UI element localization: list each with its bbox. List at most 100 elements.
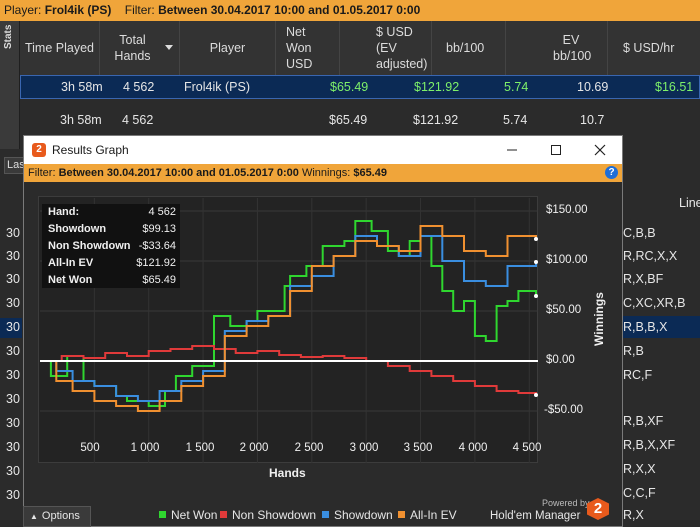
col-time-played-label: Time Played bbox=[24, 41, 94, 55]
window-titlebar[interactable]: 2 Results Graph bbox=[24, 136, 622, 164]
stat-value: $65.49 bbox=[142, 274, 176, 286]
series-end-point bbox=[534, 294, 538, 298]
y-tick-label: $100.00 bbox=[546, 254, 588, 266]
filter-label: Filter: bbox=[124, 3, 155, 17]
col-player[interactable]: Player bbox=[180, 21, 276, 75]
x-tick-label: 1 500 bbox=[185, 442, 215, 454]
graph-filter-value: Between 30.04.2017 10:00 and 01.05.2017 … bbox=[58, 167, 299, 179]
legend-swatch bbox=[398, 511, 405, 518]
legend-label: All-In EV bbox=[410, 508, 457, 522]
x-tick-label: 2 500 bbox=[294, 442, 324, 454]
legend-swatch bbox=[220, 511, 227, 518]
cell-net-won: $65.49 bbox=[330, 80, 369, 94]
col-time-played[interactable]: Time Played bbox=[20, 21, 100, 75]
help-icon[interactable]: ? bbox=[605, 166, 618, 179]
hand-row-num[interactable]: 30 bbox=[6, 226, 20, 240]
hand-row-num[interactable]: 30 bbox=[6, 392, 20, 406]
col-net-won[interactable]: Net Won USD bbox=[276, 21, 340, 75]
top-filter-bar: Player: Frol4ik (PS) Filter: Between 30.… bbox=[0, 0, 700, 21]
hand-row-num[interactable]: 30 bbox=[6, 272, 20, 286]
total-hands: 4 562 bbox=[122, 113, 154, 127]
legend-allin-ev[interactable]: All-In EV bbox=[398, 508, 457, 522]
x-tick-label: 3 000 bbox=[349, 442, 379, 454]
line-column-header[interactable]: Line bbox=[679, 196, 700, 210]
total-ev-adjusted: $121.92 bbox=[413, 113, 459, 127]
col-total-hands-label: Total Hands bbox=[114, 33, 151, 63]
hand-row-num[interactable]: 30 bbox=[6, 416, 20, 430]
line-cell: R,X,X bbox=[623, 462, 656, 476]
stat-label: Showdown bbox=[48, 223, 107, 235]
total-time: 3h 58m bbox=[60, 113, 102, 127]
table-row-selected[interactable]: 3h 58m 4 562 Frol4ik (PS) $65.49 $121.92… bbox=[20, 75, 700, 99]
x-tick-label: 4 500 bbox=[512, 442, 542, 454]
col-player-label: Player bbox=[209, 41, 246, 55]
stats-tab-label: Stats bbox=[3, 24, 14, 49]
stat-value: $99.13 bbox=[142, 223, 176, 235]
legend-swatch bbox=[159, 511, 166, 518]
winnings-label: Winnings: bbox=[301, 167, 351, 179]
hand-row-num[interactable]: 30 bbox=[6, 344, 20, 358]
stat-label: Non Showdown bbox=[48, 240, 131, 252]
legend-non-showdown[interactable]: Non Showdown bbox=[220, 508, 316, 522]
col-ev-bb100[interactable]: EV bb/100 bbox=[506, 21, 608, 75]
right-strip: Line C,B,B R,RC,X,X R,X,BF C,XC,XR,B R,B… bbox=[623, 150, 700, 527]
stat-hand: Hand: 4 562 bbox=[48, 204, 176, 221]
hand-row-num[interactable]: 30 bbox=[6, 440, 20, 454]
series-end-point bbox=[534, 393, 538, 397]
col-total-hands[interactable]: Total Hands bbox=[100, 21, 180, 75]
line-cell: C,C,F bbox=[623, 486, 656, 500]
col-usd-hr-label: $ USD/hr bbox=[623, 41, 675, 55]
line-cell: C,XC,XR,B bbox=[623, 296, 686, 310]
series-line-all-in-ev bbox=[40, 225, 537, 412]
close-button[interactable] bbox=[578, 136, 622, 164]
legend-label: Net Won bbox=[171, 508, 218, 522]
chevron-up-icon: ▲ bbox=[30, 512, 38, 521]
stat-allin-ev: All-In EV $121.92 bbox=[48, 255, 176, 272]
hand-row-num[interactable]: 30 bbox=[6, 464, 20, 478]
cell-usd-hr: $16.51 bbox=[655, 80, 694, 94]
col-ev-adjusted[interactable]: $ USD (EV adjusted) bbox=[340, 21, 432, 75]
y-tick-label: -$50.00 bbox=[544, 404, 584, 416]
results-chart bbox=[40, 198, 538, 463]
player-value: Frol4ik (PS) bbox=[44, 3, 112, 17]
y-axis-title: Winnings bbox=[592, 292, 606, 346]
results-graph-window: 2 Results Graph Filter: Between 30.04.20… bbox=[23, 135, 623, 527]
window-title: Results Graph bbox=[52, 143, 129, 157]
x-tick-label: 3 500 bbox=[403, 442, 433, 454]
maximize-icon bbox=[551, 145, 561, 155]
stats-side-tab[interactable]: Stats bbox=[0, 21, 20, 149]
hand-row-num[interactable]: 30 bbox=[6, 368, 20, 382]
col-bb100[interactable]: bb/100 bbox=[432, 21, 506, 75]
stat-net-won: Net Won $65.49 bbox=[48, 272, 176, 289]
total-net-won: $65.49 bbox=[329, 113, 368, 127]
legend-label: Non Showdown bbox=[232, 508, 317, 522]
legend-swatch bbox=[322, 511, 329, 518]
series-end-point bbox=[534, 237, 538, 241]
hand-row-num[interactable]: 30 bbox=[6, 296, 20, 310]
minimize-button[interactable] bbox=[490, 136, 534, 164]
line-cell: RC,F bbox=[623, 368, 653, 382]
hand-row-num[interactable]: 30 bbox=[6, 488, 20, 502]
cell-bb100: 5.74 bbox=[504, 80, 529, 94]
col-usd-hr[interactable]: $ USD/hr bbox=[608, 21, 700, 75]
x-axis-title: Hands bbox=[269, 466, 306, 480]
options-button[interactable]: ▲ Options bbox=[23, 506, 91, 527]
last-dropdown[interactable]: Las bbox=[4, 157, 24, 174]
line-cell: R,X bbox=[623, 508, 644, 522]
graph-filter-label: Filter: bbox=[28, 167, 56, 179]
table-row-total: 3h 58m 4 562 $65.49 $121.92 5.74 10.7 bbox=[20, 109, 700, 133]
legend-net-won[interactable]: Net Won bbox=[159, 508, 217, 522]
x-tick-label: 4 000 bbox=[458, 442, 488, 454]
x-tick-label: 1 000 bbox=[130, 442, 160, 454]
maximize-button[interactable] bbox=[534, 136, 578, 164]
minimize-icon bbox=[507, 149, 517, 151]
line-cell: R,B,B,X bbox=[623, 320, 668, 334]
sort-desc-icon bbox=[165, 45, 173, 50]
hand-row-num[interactable]: 30 bbox=[6, 320, 20, 334]
y-tick-label: $150.00 bbox=[546, 204, 588, 216]
x-tick-label: 2 000 bbox=[239, 442, 269, 454]
stat-showdown: Showdown $99.13 bbox=[48, 221, 176, 238]
legend-showdown[interactable]: Showdown bbox=[322, 508, 393, 522]
stat-value: $121.92 bbox=[136, 257, 176, 269]
hand-row-num[interactable]: 30 bbox=[6, 249, 20, 263]
